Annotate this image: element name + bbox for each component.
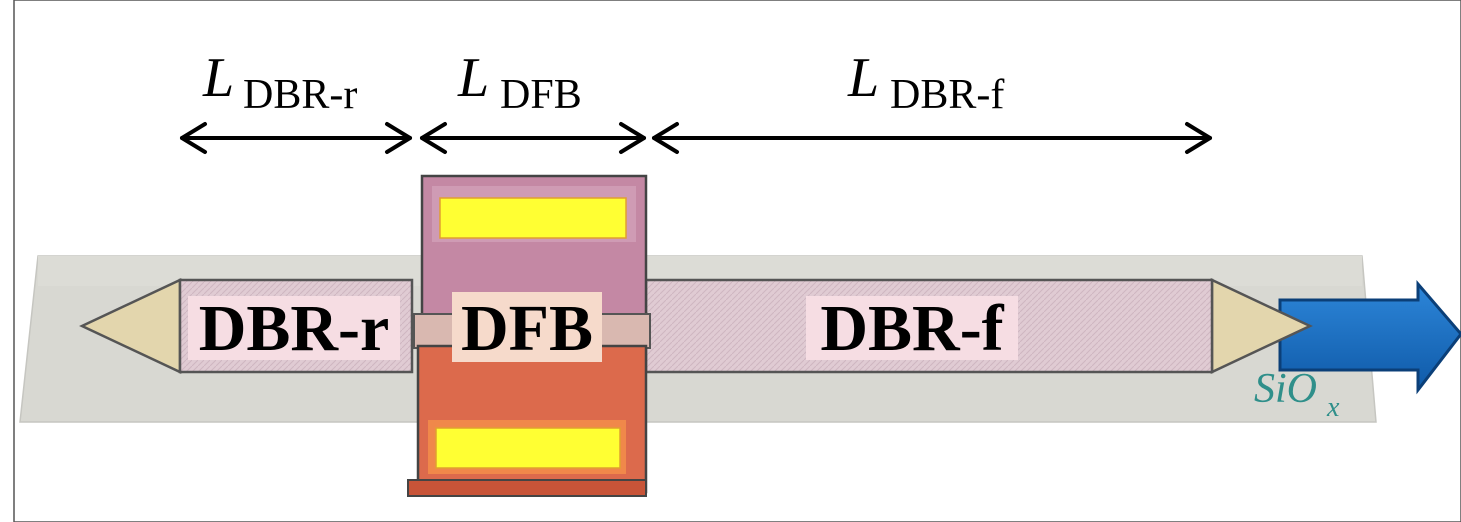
length-subscript: DBR-r <box>243 72 357 118</box>
top-contact <box>439 197 627 239</box>
dimension-arrow-dbr-r <box>180 122 412 154</box>
length-subscript: DBR-f <box>890 72 1004 118</box>
dfb-label: DFB <box>452 292 602 365</box>
dimension-arrow-dbr-f <box>652 122 1212 154</box>
dbr-r-text: DBR-r <box>199 292 390 365</box>
sio-subscript: x <box>1326 392 1340 423</box>
length-subscript: DFB <box>500 72 582 118</box>
output-arrow <box>1278 279 1461 395</box>
sio-text: SiO <box>1254 366 1317 412</box>
length-symbol: L <box>202 47 234 109</box>
dimension-label-dbr-f: L DBR-f <box>847 47 1004 118</box>
length-symbol: L <box>847 47 879 109</box>
dbr-f-text: DBR-f <box>820 292 1004 365</box>
dfb-text: DFB <box>461 292 593 365</box>
length-symbol: L <box>457 47 489 109</box>
sio-label: SiO x <box>1254 366 1340 423</box>
dbr-r-label: DBR-r <box>188 292 400 365</box>
dimension-label-dfb: L DFB <box>457 47 582 118</box>
dimension-arrow-dfb <box>420 122 646 154</box>
dimension-label-dbr-r: L DBR-r <box>202 47 357 118</box>
dbr-f-label: DBR-f <box>806 292 1018 365</box>
